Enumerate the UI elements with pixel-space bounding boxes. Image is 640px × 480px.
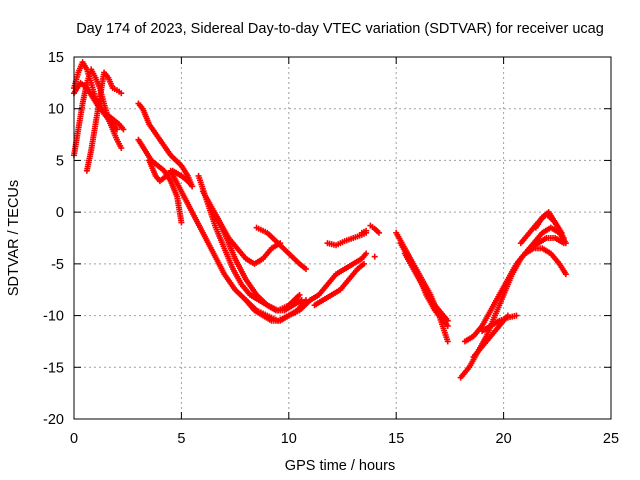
y-tick-label: -15 — [43, 360, 64, 376]
x-tick-label: 5 — [177, 431, 185, 447]
y-axis-label: SDTVAR / TECUs — [6, 180, 22, 296]
data-point — [562, 271, 569, 278]
data-point — [513, 312, 520, 319]
tick-labels: 0 5 10 15 20 25 15 10 5 0 -5 -10 -15 -20 — [43, 50, 619, 447]
y-tick-label: 10 — [48, 102, 64, 118]
data-point — [444, 322, 451, 329]
y-tick-label: 5 — [56, 153, 64, 169]
axis-ticks — [73, 56, 612, 420]
data-point — [562, 240, 569, 247]
x-tick-label: 0 — [70, 431, 78, 447]
data-point — [118, 145, 125, 152]
data-point — [360, 260, 367, 267]
chart-title: Day 174 of 2023, Sidereal Day-to-day VTE… — [76, 21, 604, 37]
data-point — [178, 219, 185, 226]
data-point — [302, 266, 309, 273]
y-tick-label: -10 — [43, 309, 64, 325]
data-point — [296, 291, 303, 298]
plot-frame — [73, 56, 612, 420]
data-point — [371, 253, 378, 260]
x-tick-label: 20 — [496, 431, 512, 447]
data-point — [189, 183, 196, 190]
grid-lines — [74, 57, 611, 419]
x-tick-label: 15 — [388, 431, 404, 447]
data-point — [376, 229, 383, 236]
x-axis-label: GPS time / hours — [285, 458, 395, 474]
data-point — [118, 90, 125, 97]
y-tick-label: -5 — [51, 257, 64, 273]
data-points — [71, 59, 569, 381]
x-tick-label: 10 — [281, 431, 297, 447]
data-point — [444, 317, 451, 324]
data-point — [120, 126, 127, 133]
y-tick-label: 15 — [48, 50, 64, 66]
data-point — [558, 229, 565, 236]
data-point — [363, 250, 370, 257]
y-tick-label: -20 — [43, 412, 64, 428]
data-point — [444, 338, 451, 345]
y-tick-label: 0 — [56, 205, 64, 221]
x-tick-label: 25 — [603, 431, 619, 447]
data-point — [363, 227, 370, 234]
